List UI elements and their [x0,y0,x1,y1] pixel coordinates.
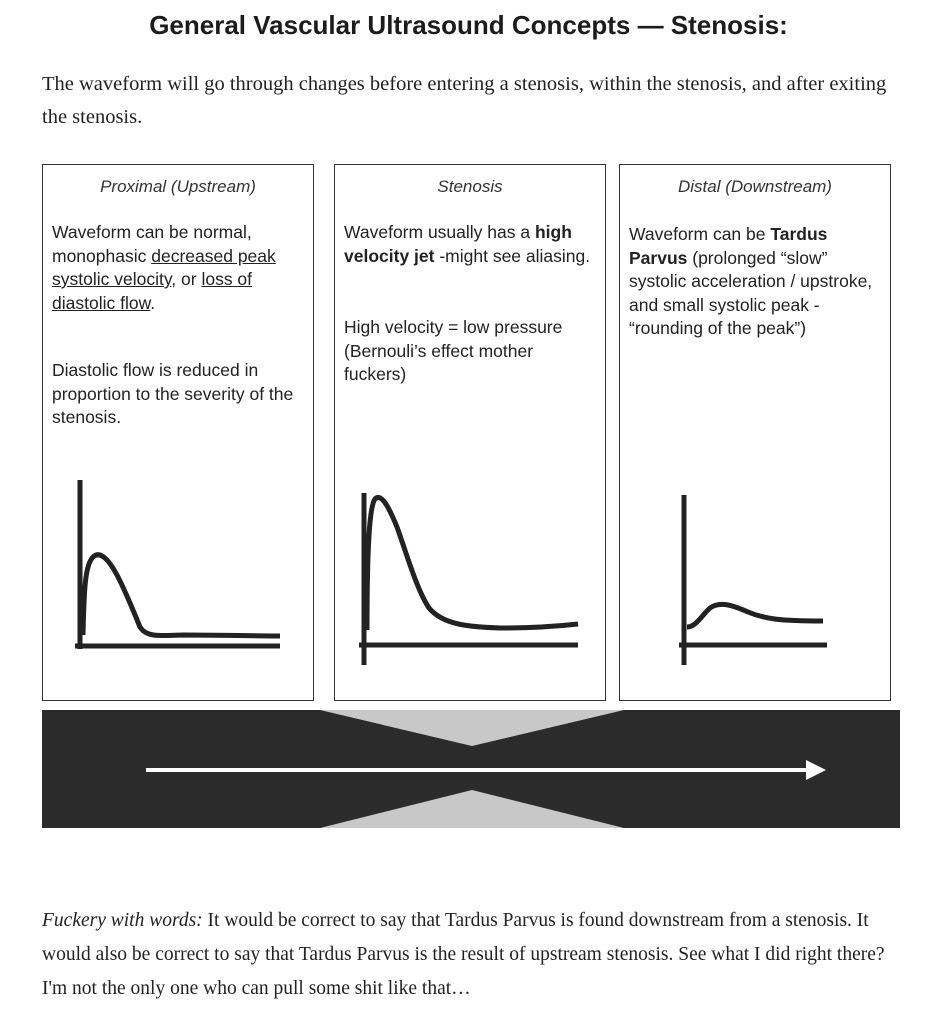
intro-text: The waveform will go through changes bef… [42,73,887,128]
waveform-distal [679,495,827,665]
footer-note: Fuckery with words: It would be correct … [42,910,885,999]
panel-description: Waveform can be Tardus Parvus (prolonged… [629,224,873,338]
panel-heading: Distal (Downstream) [678,177,832,196]
page-title: General Vascular Ultrasound Concepts — S… [149,10,788,40]
panel-proximal: Proximal (Upstream) Waveform can be norm… [42,164,314,701]
panel-heading: Stenosis [437,177,503,196]
flow-arrow-head [806,760,826,780]
bold-term: Tardus Parvus [629,224,828,268]
bold-term: high velocity jet [344,222,572,266]
vessel-stenosis-diagram [42,710,900,828]
underlined-term: decreased peak systolic velocity [52,245,276,290]
panel-heading: Proximal (Upstream) [100,177,256,196]
underlined-term: loss of diastolic flow [52,269,253,313]
panel-distal: Distal (Downstream) Waveform can be Tard… [619,164,891,701]
panel-note: High velocity = low pressure (Bernouli’s… [344,317,563,384]
panel-note: Diastolic flow is reduced in proportion … [52,360,294,427]
stenosis-bottom-wall [320,790,624,828]
stenosis-top-wall [320,710,624,746]
panel-description: Waveform can be normal, monophasic decre… [52,222,276,313]
panel-stenosis: Stenosis Waveform usually has a high vel… [334,164,606,701]
waveform-proximal [75,480,281,649]
waveform-stenosis [359,493,579,665]
footer-lead: Fuckery with words: [42,910,203,931]
panel-description: Waveform usually has a high velocity jet… [344,222,591,266]
